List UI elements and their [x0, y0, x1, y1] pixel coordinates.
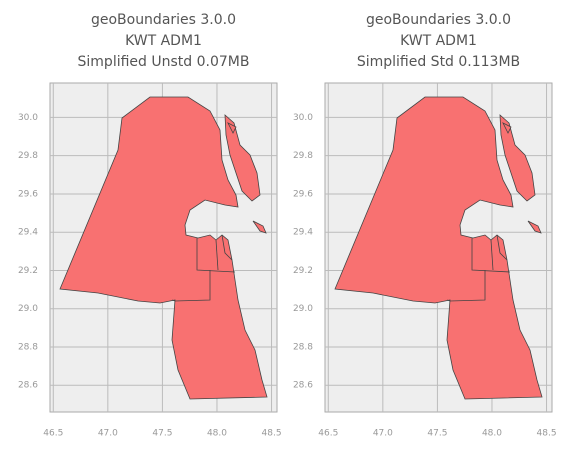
y-tick-label: 28.8	[18, 342, 38, 352]
x-tick-label: 46.5	[318, 429, 338, 439]
y-tick-label: 29.6	[18, 189, 38, 199]
y-tick-label: 30.0	[293, 113, 313, 123]
boundary	[496, 234, 508, 261]
region	[334, 96, 543, 400]
chart-title: KWT ADM1	[125, 33, 202, 49]
y-tick-label: 29.2	[18, 266, 38, 276]
island	[252, 220, 267, 234]
x-tick-label: 47.5	[427, 429, 447, 439]
island	[527, 220, 542, 234]
x-tick-label: 48.5	[537, 429, 557, 439]
island	[499, 114, 536, 202]
y-tick-label: 29.4	[293, 228, 313, 238]
map-shapes	[334, 96, 543, 400]
y-tick-label: 30.0	[18, 113, 38, 123]
x-tick-label: 47.5	[152, 429, 172, 439]
y-tick-label: 29.2	[293, 266, 313, 276]
boundary	[490, 239, 494, 271]
island	[502, 122, 512, 134]
boundary	[215, 239, 219, 271]
y-tick-label: 28.6	[18, 381, 38, 391]
island	[224, 114, 261, 202]
y-tick-label: 29.8	[18, 151, 38, 161]
map-shapes	[59, 96, 268, 400]
x-tick-label: 47.0	[373, 429, 393, 439]
boundary	[446, 270, 486, 302]
chart-title: geoBoundaries 3.0.0	[366, 12, 511, 28]
x-tick-label: 46.5	[43, 429, 63, 439]
boundary	[171, 270, 211, 302]
boundary	[471, 238, 511, 273]
region	[59, 96, 268, 400]
chart-title: geoBoundaries 3.0.0	[91, 12, 236, 28]
boundary	[221, 234, 233, 261]
x-tick-label: 47.0	[98, 429, 118, 439]
y-tick-label: 29.8	[293, 151, 313, 161]
chart-title: KWT ADM1	[400, 33, 477, 49]
chart-title: Simplified Unstd 0.07MB	[78, 54, 250, 70]
island	[227, 122, 237, 134]
y-tick-label: 28.6	[293, 381, 313, 391]
chart-title: Simplified Std 0.113MB	[357, 54, 520, 70]
y-tick-label: 29.0	[18, 304, 38, 314]
x-tick-label: 48.0	[207, 429, 227, 439]
x-tick-label: 48.0	[482, 429, 502, 439]
x-tick-label: 48.5	[262, 429, 282, 439]
y-tick-label: 29.0	[293, 304, 313, 314]
y-tick-label: 29.6	[293, 189, 313, 199]
y-tick-label: 28.8	[293, 342, 313, 352]
y-tick-label: 29.4	[18, 228, 38, 238]
boundary	[196, 238, 236, 273]
